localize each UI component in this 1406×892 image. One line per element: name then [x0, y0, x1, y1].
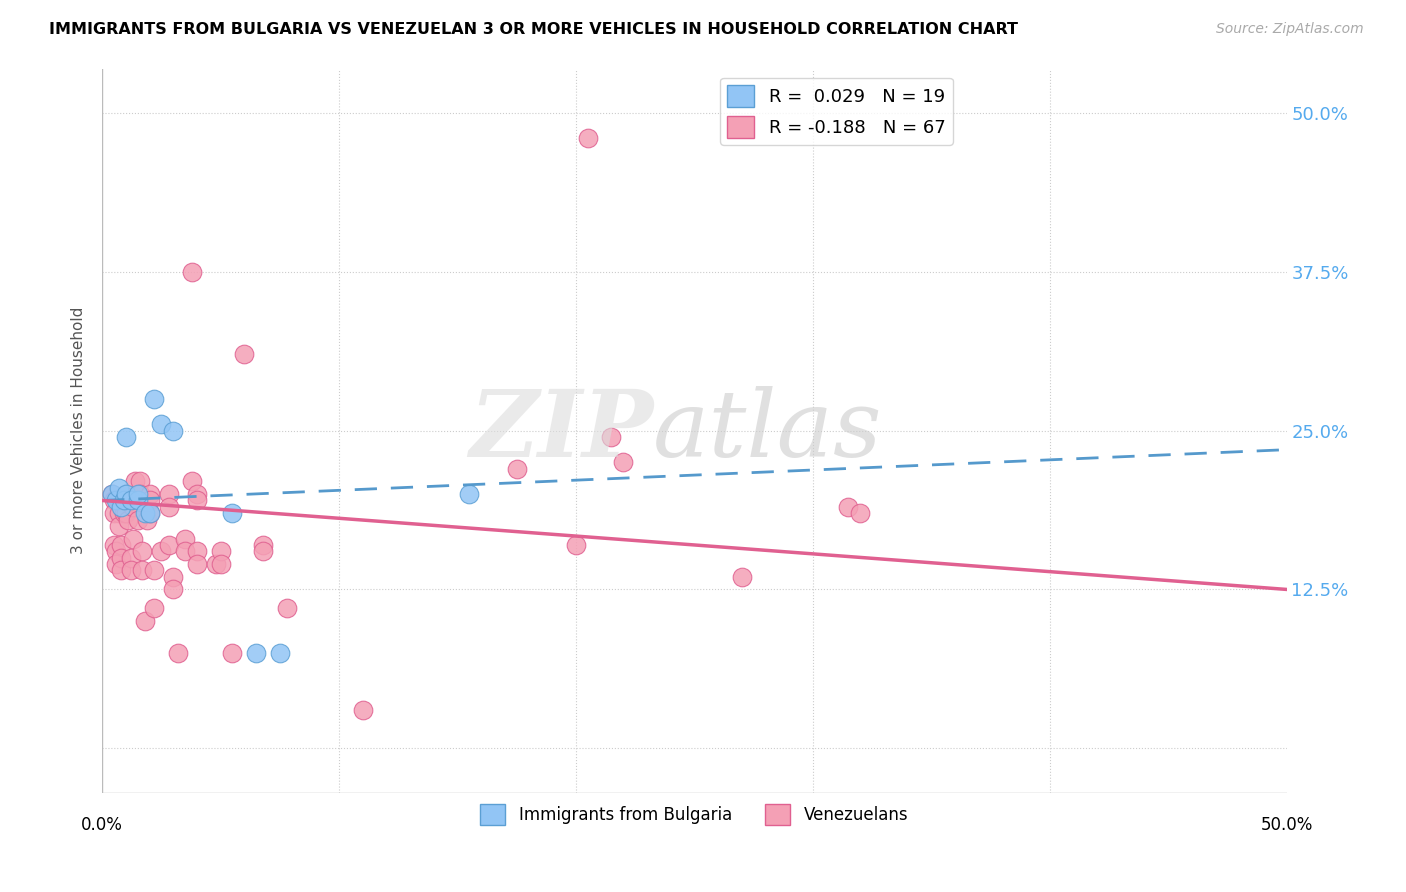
Point	[458, 487, 481, 501]
Point	[131, 544, 153, 558]
Point	[131, 563, 153, 577]
Point	[186, 493, 208, 508]
Point	[565, 538, 588, 552]
Point	[103, 506, 125, 520]
Point	[107, 519, 129, 533]
Point	[205, 557, 228, 571]
Text: Source: ZipAtlas.com: Source: ZipAtlas.com	[1216, 22, 1364, 37]
Text: atlas: atlas	[652, 385, 883, 475]
Point	[110, 550, 132, 565]
Point	[209, 557, 232, 571]
Point	[107, 506, 129, 520]
Point	[112, 506, 135, 520]
Point	[115, 506, 138, 520]
Point	[115, 430, 138, 444]
Point	[120, 550, 142, 565]
Point	[849, 506, 872, 520]
Point	[181, 475, 204, 489]
Point	[252, 544, 274, 558]
Point	[112, 493, 135, 508]
Point	[506, 461, 529, 475]
Point	[276, 601, 298, 615]
Point	[115, 487, 138, 501]
Point	[157, 500, 180, 514]
Point	[129, 475, 152, 489]
Point	[186, 487, 208, 501]
Point	[127, 487, 149, 501]
Point	[174, 544, 197, 558]
Point	[134, 614, 156, 628]
Point	[233, 347, 256, 361]
Point	[100, 487, 122, 501]
Point	[352, 703, 374, 717]
Y-axis label: 3 or more Vehicles in Household: 3 or more Vehicles in Household	[72, 307, 86, 554]
Point	[115, 487, 138, 501]
Point	[122, 500, 145, 514]
Point	[110, 500, 132, 514]
Point	[103, 493, 125, 508]
Point	[100, 487, 122, 501]
Point	[127, 512, 149, 526]
Point	[107, 481, 129, 495]
Point	[134, 506, 156, 520]
Text: ZIP: ZIP	[468, 385, 652, 475]
Point	[157, 487, 180, 501]
Point	[105, 493, 128, 508]
Point	[600, 430, 623, 444]
Point	[122, 532, 145, 546]
Point	[186, 557, 208, 571]
Point	[143, 563, 166, 577]
Point	[245, 646, 267, 660]
Point	[150, 417, 173, 432]
Point	[143, 392, 166, 406]
Point	[124, 475, 146, 489]
Point	[162, 424, 184, 438]
Point	[120, 563, 142, 577]
Point	[105, 544, 128, 558]
Point	[162, 570, 184, 584]
Point	[112, 493, 135, 508]
Point	[576, 131, 599, 145]
Point	[105, 557, 128, 571]
Point	[186, 544, 208, 558]
Point	[181, 265, 204, 279]
Legend: Immigrants from Bulgaria, Venezuelans: Immigrants from Bulgaria, Venezuelans	[474, 797, 915, 831]
Point	[127, 493, 149, 508]
Point	[138, 487, 160, 501]
Point	[110, 538, 132, 552]
Point	[110, 563, 132, 577]
Point	[612, 455, 634, 469]
Point	[157, 538, 180, 552]
Point	[129, 487, 152, 501]
Point	[103, 538, 125, 552]
Point	[138, 506, 160, 520]
Point	[221, 646, 243, 660]
Text: 0.0%: 0.0%	[82, 815, 124, 834]
Point	[138, 493, 160, 508]
Point	[209, 544, 232, 558]
Point	[117, 512, 139, 526]
Point	[136, 512, 159, 526]
Point	[138, 506, 160, 520]
Point	[269, 646, 291, 660]
Point	[221, 506, 243, 520]
Text: IMMIGRANTS FROM BULGARIA VS VENEZUELAN 3 OR MORE VEHICLES IN HOUSEHOLD CORRELATI: IMMIGRANTS FROM BULGARIA VS VENEZUELAN 3…	[49, 22, 1018, 37]
Point	[162, 582, 184, 597]
Point	[731, 570, 754, 584]
Point	[252, 538, 274, 552]
Point	[174, 532, 197, 546]
Text: 50.0%: 50.0%	[1260, 815, 1313, 834]
Point	[107, 493, 129, 508]
Point	[167, 646, 190, 660]
Point	[150, 544, 173, 558]
Point	[143, 601, 166, 615]
Point	[115, 493, 138, 508]
Point	[120, 493, 142, 508]
Point	[837, 500, 859, 514]
